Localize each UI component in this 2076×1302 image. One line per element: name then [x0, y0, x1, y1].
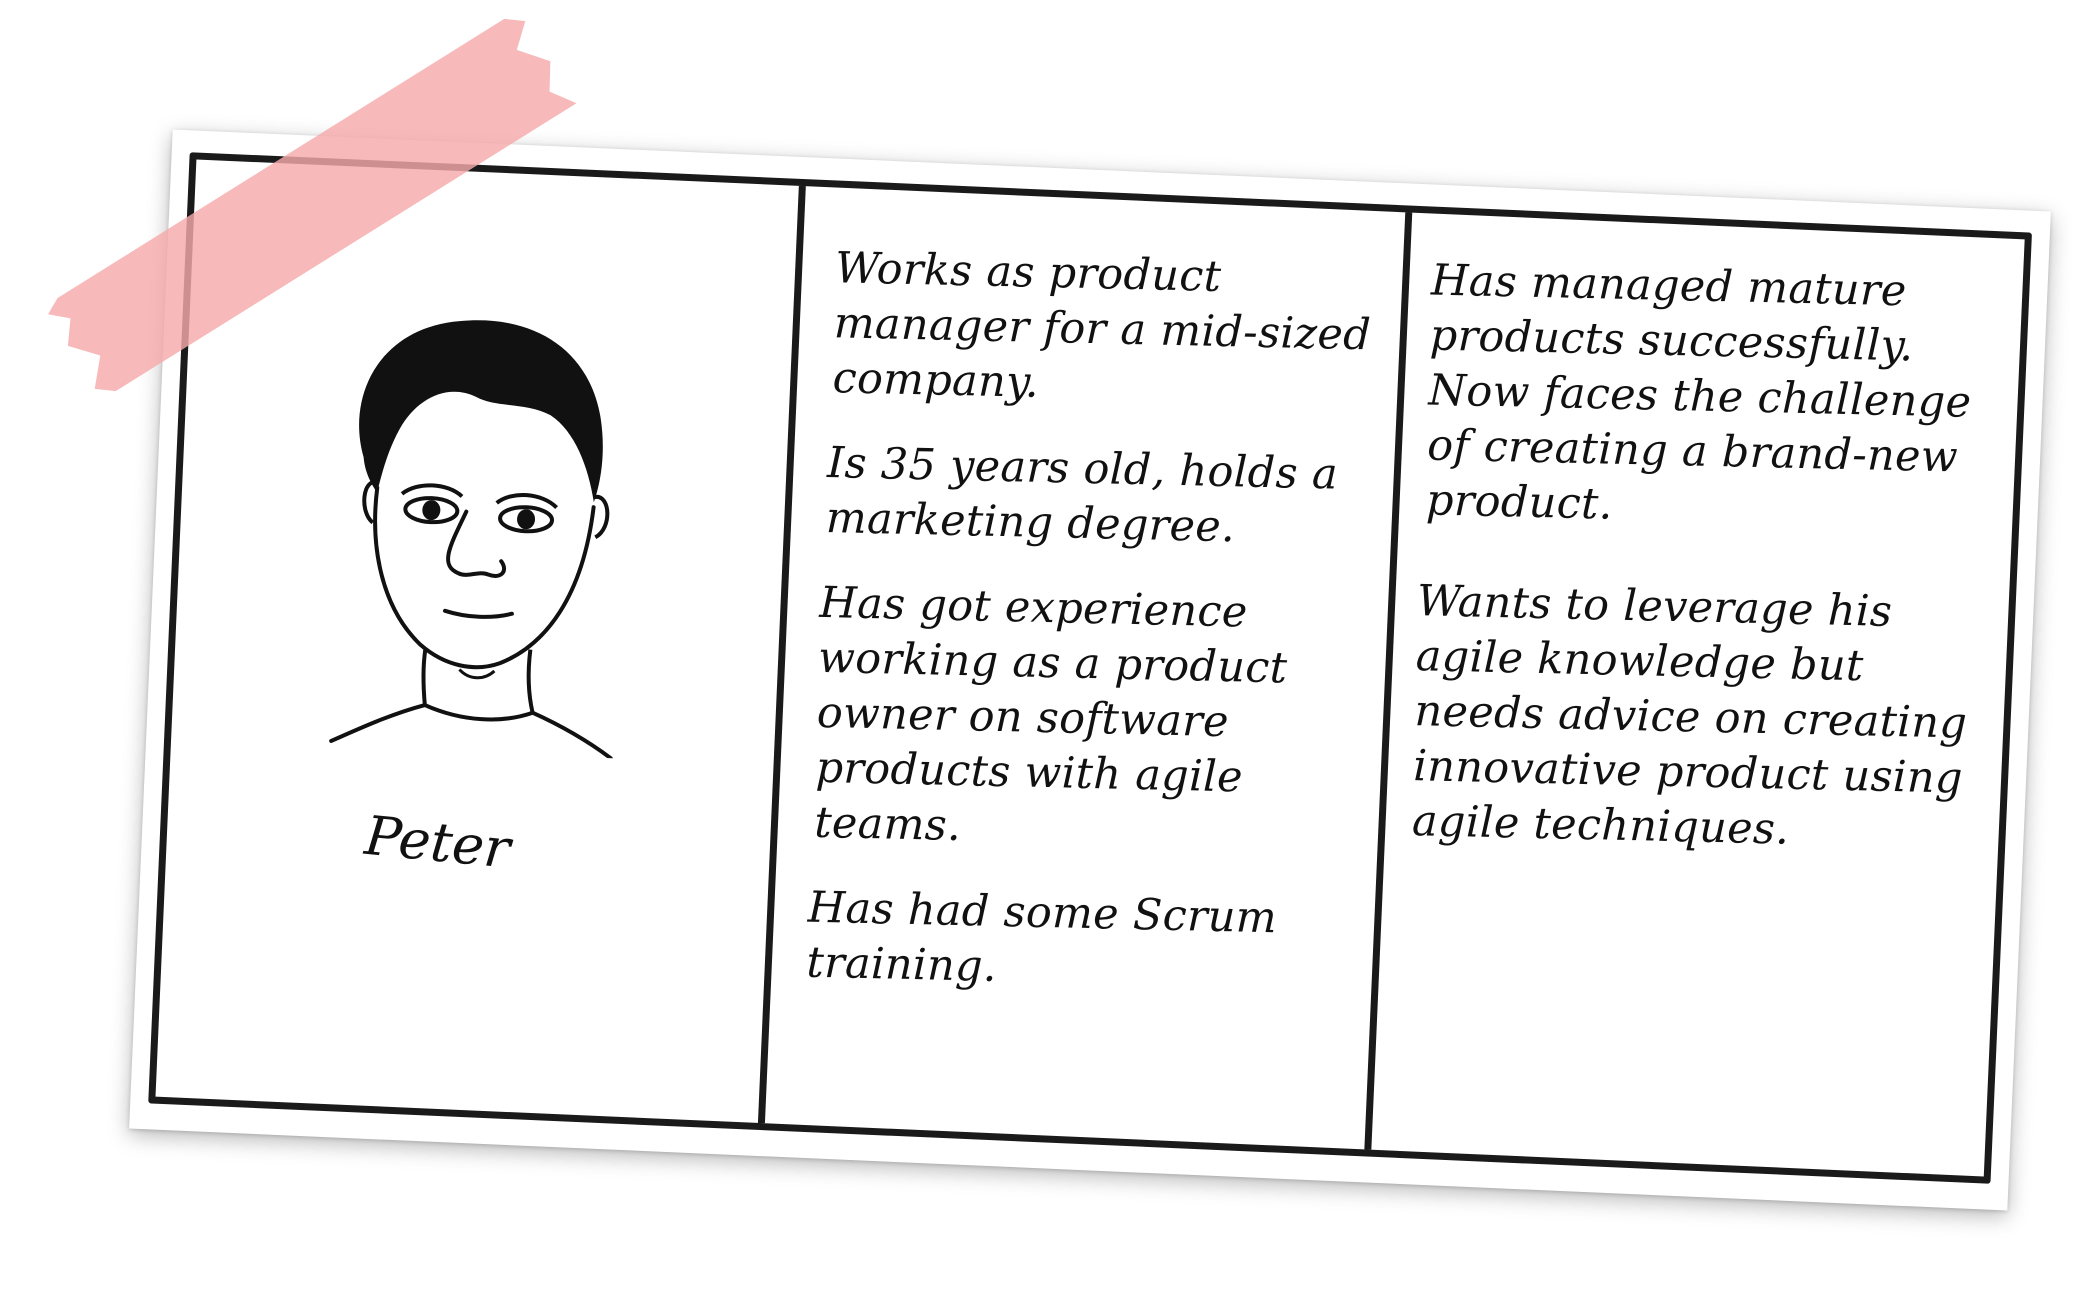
fact-experience: Has got experience working as a product … [813, 577, 1288, 852]
fact-training: Has had some Scrum training. [806, 882, 1278, 992]
persona-card: Peter Works as product manager for a mid… [129, 129, 2051, 1211]
goals-column: Has managed mature products successfully… [1371, 213, 2024, 1177]
fact-age-education: Is 35 years old, holds a marketing degre… [825, 438, 1339, 553]
persona-frame: Peter Works as product manager for a mid… [148, 152, 2032, 1184]
persona-name: Peter [362, 803, 513, 881]
fact-challenge: Has managed mature products successfully… [1425, 255, 1972, 530]
fact-needs: Wants to leverage his agile knowledge bu… [1411, 576, 1968, 855]
fact-job: Works as product manager for a mid-sized… [832, 243, 1372, 408]
background-column: Works as product manager for a mid-sized… [764, 186, 1413, 1150]
hand-drawn-face-icon [329, 320, 613, 759]
portrait-column: Peter [155, 159, 806, 1124]
